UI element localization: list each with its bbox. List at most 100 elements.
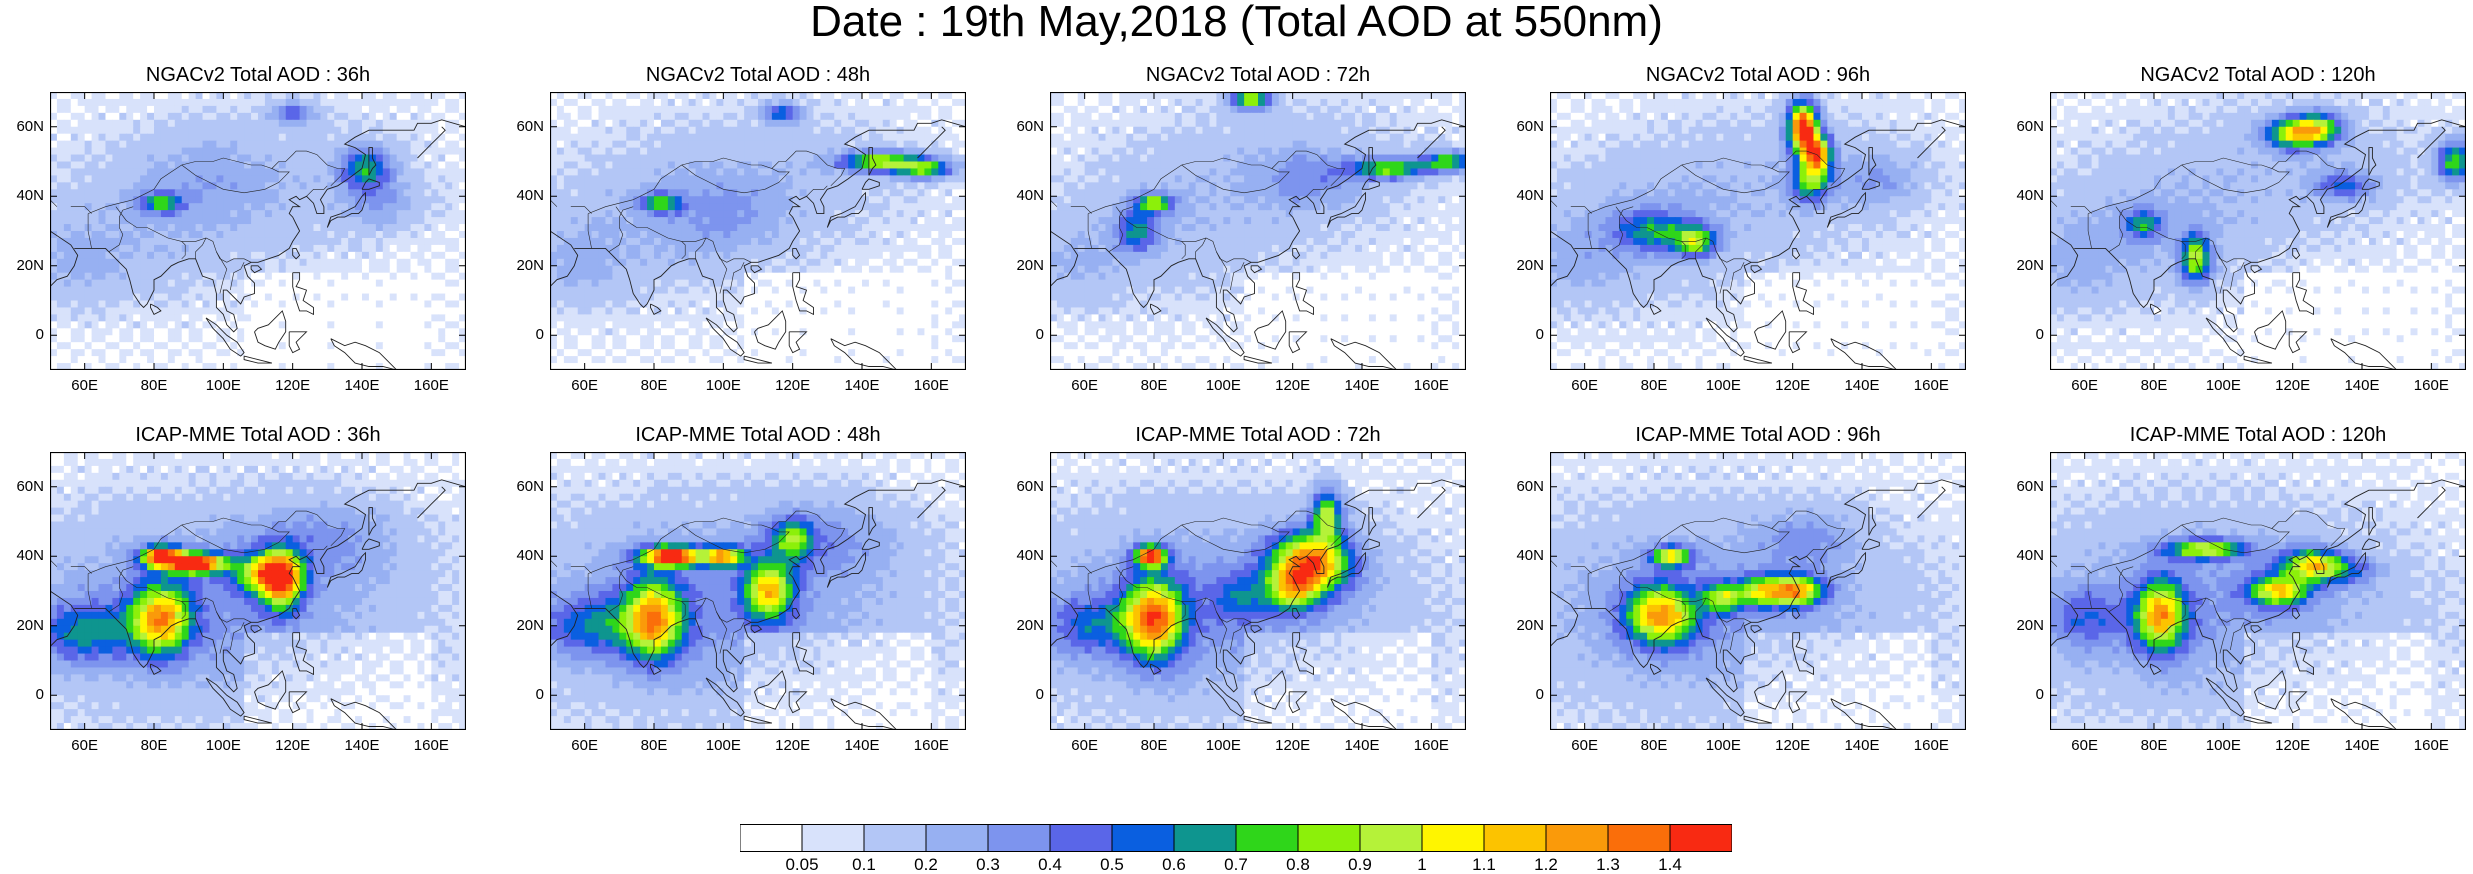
aod-field-cells [2050, 92, 2466, 370]
coastline [2361, 538, 2380, 550]
country-border [1050, 199, 1058, 207]
coastline [1361, 178, 1380, 190]
colorbar-tick-label: 0.9 [1340, 856, 1380, 873]
country-border [1806, 185, 1828, 197]
country-border [2181, 524, 2290, 554]
coastline [417, 486, 446, 519]
coastline [868, 507, 877, 536]
coastline [788, 691, 808, 714]
lat-tick-label: 60N [2004, 119, 2044, 134]
lat-tick-label: 60N [504, 479, 544, 494]
country-border [115, 566, 252, 623]
lat-tick-label: 0 [4, 327, 44, 342]
coastline [292, 607, 301, 620]
colorbar-tick-label: 0.05 [782, 856, 822, 873]
map-frame [2050, 452, 2466, 730]
country-border [1587, 510, 1846, 574]
country-border [1681, 601, 1686, 620]
coastline [1650, 303, 1662, 316]
aod-field-cells [2050, 452, 2466, 730]
coastline [243, 715, 273, 724]
panel-title: ICAP-MME Total AOD : 96h [1550, 425, 1966, 445]
lon-tick-label: 160E [1906, 378, 1956, 393]
lon-tick-label: 160E [906, 738, 956, 753]
coastline [1868, 147, 1877, 176]
coastline [150, 663, 162, 676]
coastline [250, 265, 263, 274]
lon-tick-label: 140E [837, 738, 887, 753]
lat-tick-label: 0 [1004, 687, 1044, 702]
coastline [1205, 317, 1245, 357]
colorbar-swatch [1235, 824, 1299, 852]
country-border [1087, 510, 1346, 574]
country-border [1181, 241, 1186, 260]
lon-tick-label: 60E [1560, 378, 1610, 393]
country-border [2216, 611, 2228, 654]
country-border [108, 206, 134, 253]
coastline [1574, 479, 1966, 693]
aod-field-plot [550, 92, 966, 370]
coastline [330, 698, 398, 730]
aod-field-plot [50, 452, 466, 730]
country-border [2195, 597, 2207, 619]
coastline [868, 147, 877, 176]
coastline [1288, 331, 1308, 354]
coastline [1150, 663, 1162, 676]
lat-tick-label: 60N [1504, 479, 1544, 494]
coastline [1754, 310, 1787, 350]
lon-tick-label: 120E [1768, 378, 1818, 393]
country-border [1615, 206, 1752, 263]
aod-map [50, 92, 466, 370]
coastline [361, 538, 380, 550]
coastline [1254, 310, 1287, 350]
country-border [716, 611, 728, 654]
colorbar-swatch [1111, 824, 1175, 852]
country-border [2115, 566, 2252, 623]
coastline [1788, 331, 1808, 354]
coastline [292, 632, 314, 676]
country-border [195, 237, 207, 259]
lon-tick-label: 100E [2198, 738, 2248, 753]
country-border [1570, 206, 1592, 214]
country-border [306, 185, 328, 197]
coastline [330, 338, 398, 370]
coastline [2330, 698, 2398, 730]
country-border [2181, 164, 2290, 194]
coastline [1074, 119, 1466, 333]
coastline [2150, 663, 2162, 676]
coastline [250, 625, 263, 634]
lat-tick-label: 40N [1504, 548, 1544, 563]
lon-tick-label: 140E [837, 378, 887, 393]
country-border [730, 622, 745, 651]
coastline [1705, 317, 1745, 357]
panel-title: NGACv2 Total AOD : 96h [1550, 65, 1966, 85]
country-border [681, 524, 790, 554]
map-frame [1550, 92, 1966, 370]
country-border [1730, 262, 1745, 291]
lon-tick-label: 60E [2060, 378, 2110, 393]
lat-tick-label: 60N [1004, 119, 1044, 134]
lat-tick-label: 20N [1504, 258, 1544, 273]
coastline [1792, 272, 1814, 316]
map-frame [550, 92, 966, 370]
coastline [2243, 355, 2273, 364]
country-border [615, 206, 752, 263]
coastline [2150, 303, 2162, 316]
country-border [2306, 185, 2328, 197]
lon-tick-label: 140E [1337, 738, 1387, 753]
lat-tick-label: 20N [504, 618, 544, 633]
coastline [361, 178, 380, 190]
lon-tick-label: 100E [198, 378, 248, 393]
country-border [2087, 150, 2346, 214]
lon-tick-label: 160E [406, 738, 456, 753]
axis-ticks [50, 452, 466, 730]
coastline [254, 670, 287, 710]
coastline [830, 338, 898, 370]
country-border [2087, 213, 2092, 249]
lon-tick-label: 100E [1698, 378, 1748, 393]
aod-field-plot [1050, 452, 1466, 730]
colorbar-tick-label: 1.3 [1588, 856, 1628, 873]
coastline [1254, 670, 1287, 710]
lat-tick-label: 20N [1004, 258, 1044, 273]
aod-field-plot [50, 92, 466, 370]
